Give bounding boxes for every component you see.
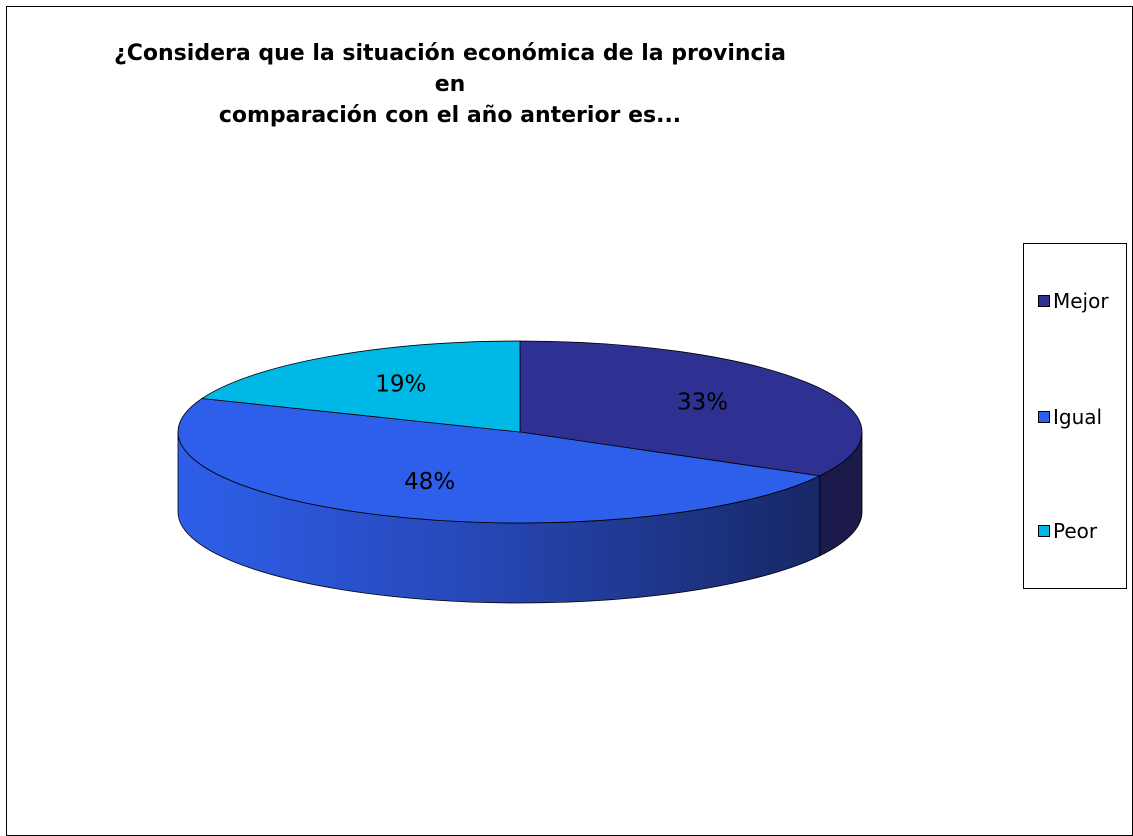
- pie-tops: [177, 340, 863, 524]
- legend: Mejor Igual Peor: [1023, 243, 1127, 589]
- legend-swatch-mejor: [1038, 295, 1050, 307]
- data-label-igual: 48%: [404, 469, 455, 495]
- legend-label-igual: Igual: [1053, 405, 1103, 429]
- legend-item-peor: Peor: [1038, 519, 1097, 543]
- chart-title-line-1: ¿Considera que la situación económica de…: [114, 41, 786, 97]
- legend-item-mejor: Mejor: [1038, 289, 1109, 313]
- pie-slice-mejor: [519, 340, 863, 477]
- legend-item-igual: Igual: [1038, 405, 1102, 429]
- pie-slice-peor: [200, 340, 521, 433]
- legend-label-peor: Peor: [1053, 519, 1098, 543]
- pie-slice-igual: [177, 398, 822, 524]
- legend-swatch-peor: [1038, 525, 1050, 537]
- chart-title-line-2: comparación con el año anterior es...: [218, 103, 682, 128]
- pie-labels: 33% 48% 19%: [375, 371, 728, 495]
- pie-chart: 33% 48% 19%: [177, 340, 863, 604]
- data-label-mejor: 33%: [677, 389, 728, 415]
- legend-label-mejor: Mejor: [1053, 289, 1109, 313]
- chart-title: ¿Considera que la situación económica de…: [100, 38, 800, 131]
- legend-swatch-igual: [1038, 411, 1050, 423]
- data-label-peor: 19%: [375, 371, 426, 397]
